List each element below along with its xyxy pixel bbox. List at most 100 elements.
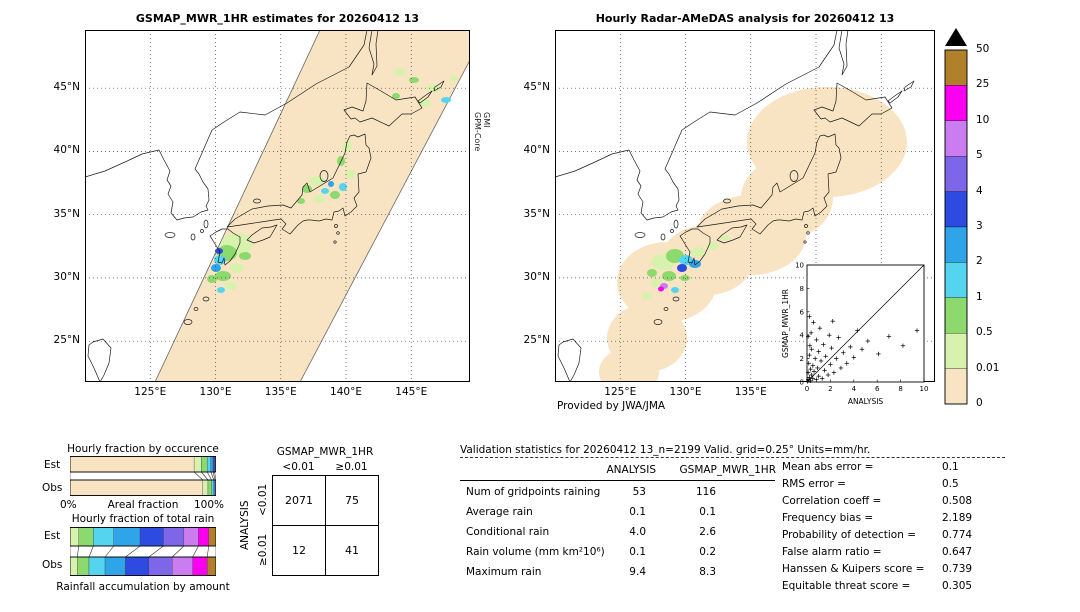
occurrence-axis-min: 0% — [60, 499, 77, 511]
validation-gsmap-value: 0.2 — [699, 546, 716, 558]
bar-connectors — [70, 471, 216, 481]
stacked-bar — [70, 479, 216, 496]
validation-column-headers: ANALYSIS GSMAP_MWR_1HR — [466, 464, 786, 478]
sensor-label-line2: GMI — [482, 112, 491, 128]
occurrence-axis-label: Areal fraction — [107, 499, 179, 511]
estimates-map — [85, 30, 470, 382]
totalrain-caption: Rainfall accumulation by amount — [56, 581, 230, 593]
contingency-table: 2071 75 12 41 — [272, 475, 379, 576]
stat-pod: Probability of detection = 0.774 — [782, 529, 1032, 545]
scatter-points — [805, 314, 920, 384]
lon-label: 125°E — [604, 386, 637, 398]
stat-label: Equitable threat score = — [782, 580, 911, 592]
contingency-row-axis-label: ANALYSIS — [239, 500, 251, 550]
totalrain-chart-title: Hourly fraction of total rain — [71, 513, 215, 525]
validation-row-label: Maximum rain — [466, 566, 542, 578]
lon-label: 130°E — [669, 386, 702, 398]
validation-col-gsmap: GSMAP_MWR_1HR — [679, 464, 776, 476]
stacked-bar — [70, 527, 216, 547]
validation-gsmap-value: 116 — [695, 486, 716, 498]
stat-frequency-bias: Frequency bias = 2.189 — [782, 512, 1032, 528]
stacked-bar — [70, 556, 216, 576]
stat-label: Mean abs error = — [782, 461, 874, 473]
validation-col-analysis: ANALYSIS — [606, 464, 656, 476]
svg-text:4: 4 — [800, 332, 805, 340]
validation-row: Rain volume (mm km²10⁶) 0.1 0.2 — [466, 546, 786, 562]
stat-label: False alarm ratio = — [782, 546, 882, 558]
lon-label: 140°E — [330, 386, 362, 398]
lon-label: 135°E — [264, 386, 297, 398]
validation-row: Conditional rain 4.0 2.6 — [466, 526, 786, 542]
lat-label: 40°N — [523, 144, 550, 157]
validation-row-label: Num of gridpoints raining — [466, 486, 601, 498]
bar-connectors — [70, 545, 216, 558]
colorbar-label: 0.01 — [976, 361, 1000, 374]
stat-value: 0.774 — [942, 529, 973, 541]
lat-label: 45°N — [523, 81, 550, 94]
satellite-swath — [154, 30, 470, 382]
validation-analysis-value: 0.1 — [629, 506, 646, 518]
stat-value: 0.647 — [942, 546, 973, 558]
inset-ylabel: GSMAP_MWR_1HR — [781, 289, 790, 358]
stat-label: Correlation coeff = — [782, 495, 882, 507]
contingency-col-header-2: ≥0.01 — [335, 461, 368, 473]
map-frame — [85, 30, 470, 382]
validation-row-label: Conditional rain — [466, 526, 550, 538]
one-to-one-line — [806, 264, 925, 383]
lon-label: 135°E — [734, 386, 767, 398]
contingency-col-header-1: <0.01 — [282, 461, 315, 473]
svg-text:6: 6 — [875, 385, 880, 393]
stat-ets: Equitable threat score = 0.305 — [782, 580, 1032, 596]
validation-analysis-value: 53 — [632, 486, 646, 498]
svg-text:10: 10 — [795, 262, 804, 270]
stat-label: RMS error = — [782, 478, 846, 490]
validation-gsmap-value: 8.3 — [699, 566, 716, 578]
validation-header-rule — [460, 480, 775, 481]
colorbar-label: 1 — [976, 290, 983, 303]
validation-analysis-value: 4.0 — [629, 526, 646, 538]
lat-label: 40°N — [53, 144, 80, 157]
overflow-triangle — [945, 28, 967, 46]
stat-far: False alarm ratio = 0.647 — [782, 546, 1032, 562]
sensor-label-line1: GPM-Core — [473, 112, 482, 152]
sensor-label: GPM-Core GMI — [473, 112, 491, 151]
svg-text:2: 2 — [828, 385, 832, 393]
stat-correlation: Correlation coeff = 0.508 — [782, 495, 1032, 511]
contingency-cell-01: 75 — [325, 475, 379, 526]
colorbar-label: 2 — [976, 255, 983, 268]
rain-colorbar — [944, 28, 968, 405]
colorbar-label: 0.5 — [976, 326, 993, 339]
graticule — [85, 30, 470, 382]
inset-xlabel: ANALYSIS — [848, 397, 884, 406]
lat-label: 25°N — [523, 334, 550, 347]
map-frame — [555, 30, 935, 382]
validation-gsmap-value: 0.1 — [699, 506, 716, 518]
lon-label: 125°E — [134, 386, 167, 398]
contingency-row-header-1: <0.01 — [257, 483, 269, 517]
lat-label: 35°N — [523, 207, 550, 220]
validation-gsmap-value: 2.6 — [699, 526, 716, 538]
occurrence-chart-title: Hourly fraction by occurence — [67, 443, 219, 455]
contingency-cell-00: 2071 — [272, 475, 326, 526]
validation-title-rule — [460, 457, 1005, 458]
validation-row-label: Average rain — [466, 506, 533, 518]
stat-label: Probability of detection = — [782, 529, 917, 541]
stat-label: Frequency bias = — [782, 512, 874, 524]
lon-label: 130°E — [199, 386, 232, 398]
stat-value: 0.739 — [942, 563, 973, 575]
lat-label: 25°N — [53, 334, 80, 347]
svg-text:0: 0 — [800, 379, 804, 387]
svg-text:0: 0 — [805, 385, 809, 393]
stat-rms-error: RMS error = 0.5 — [782, 478, 1032, 494]
estimates-map-title: GSMAP_MWR_1HR estimates for 20260412 13 — [135, 12, 420, 25]
rain-cells — [642, 235, 730, 300]
colorbar-label: 3 — [976, 220, 983, 232]
lat-label: 30°N — [523, 270, 550, 283]
lat-label: 45°N — [53, 81, 80, 94]
svg-text:8: 8 — [898, 385, 902, 393]
lon-label: 145°E — [395, 386, 428, 398]
svg-text:2: 2 — [800, 355, 804, 363]
lat-label: 30°N — [53, 270, 80, 283]
contingency-cell-11: 41 — [325, 525, 379, 576]
